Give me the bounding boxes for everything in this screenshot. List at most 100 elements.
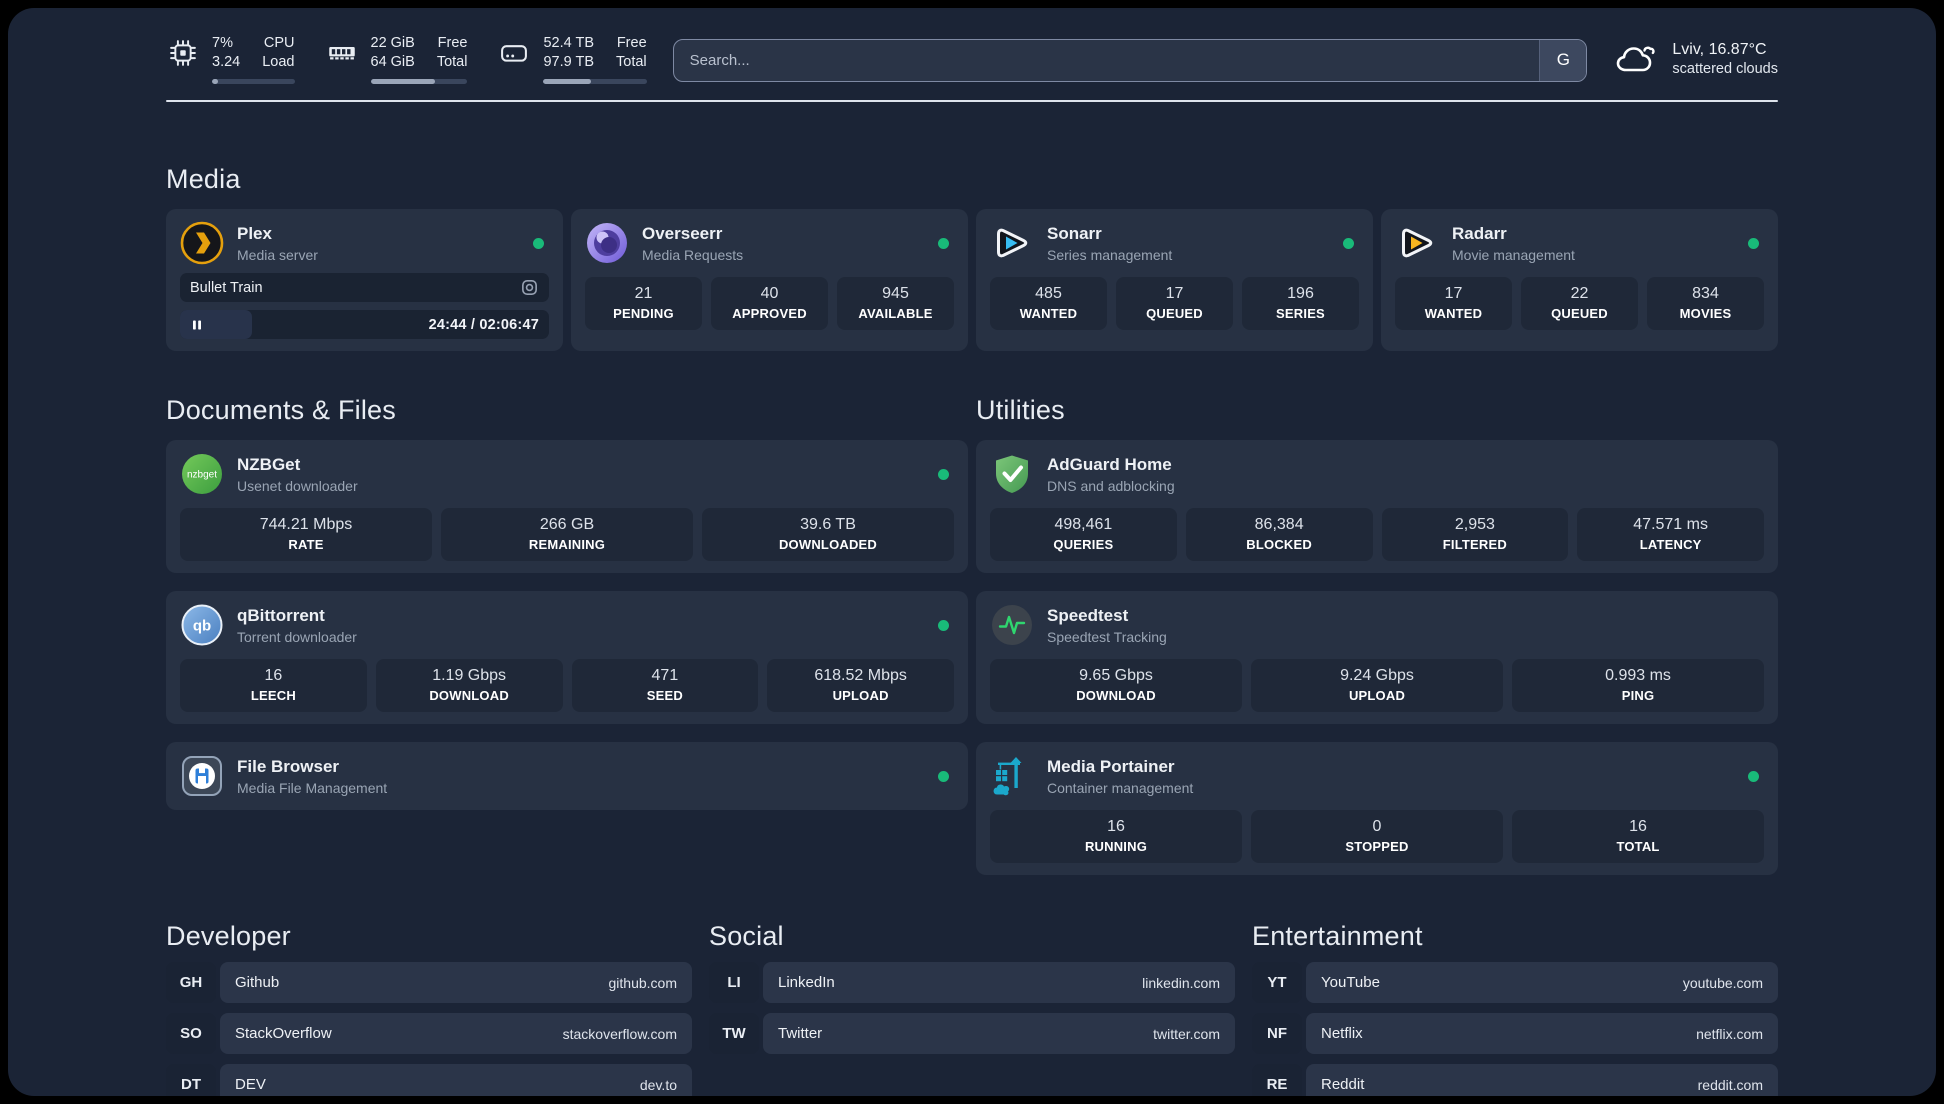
card-qbittorrent[interactable]: qb qBittorrent Torrent downloader 16 LEE… [166,591,968,725]
bookmark-reddit[interactable]: RE Reddit reddit.com [1252,1064,1778,1096]
stat-value: 618.52 Mbps [814,667,907,685]
bookmarks-developer: Developer GH Github github.com SO StackO… [166,921,692,1096]
bookmark-abbr: LI [709,962,759,1004]
app-subtitle: Media server [237,246,318,263]
stat-label: UPLOAD [1348,688,1406,704]
bookmark-abbr: RE [1252,1064,1302,1096]
card-filebrowser[interactable]: File Browser Media File Management [166,742,968,811]
utilities-column: Utilities [976,395,1778,876]
ram-labels: Free Total [436,35,468,71]
pause-icon[interactable] [190,318,204,332]
stat-value: 9.24 Gbps [1340,667,1414,685]
stat-tile: 618.52 Mbps UPLOAD [767,659,954,713]
stat-label: AVAILABLE [858,306,933,322]
search-engine-button[interactable]: G [1539,39,1587,81]
card-radarr[interactable]: Radarr Movie management 17 WANTED 22 QUE… [1381,209,1778,352]
stat-label: QUERIES [1053,537,1114,553]
stat-value: 471 [651,667,679,685]
bookmark-name: Reddit [1321,1076,1365,1094]
plex-icon [180,221,224,265]
stat-label: RUNNING [1084,839,1148,855]
bookmark-linkedin[interactable]: LI LinkedIn linkedin.com [709,962,1235,1004]
stat-value: 2,953 [1454,516,1495,534]
stat-label: DOWNLOAD [1076,688,1156,704]
weather-location: Lviv, 16.87°C [1672,41,1767,59]
stat-label: MOVIES [1679,306,1732,322]
disk-stat: 52.4 TB 97.9 TB Free Total [497,34,647,85]
bookmark-url: netflix.com [1696,1025,1763,1042]
stat-tile: 21 PENDING [585,277,702,331]
bookmark-name: Twitter [778,1025,823,1043]
stat-tile: 17 WANTED [1395,277,1512,331]
stat-label: PENDING [613,306,674,322]
section-title-utilities: Utilities [976,395,1065,426]
stat-value: 16 [1629,818,1647,836]
stat-label: QUEUED [1146,306,1203,322]
card-overseerr[interactable]: Overseerr Media Requests 21 PENDING 40 A… [571,209,968,352]
bookmark-youtube[interactable]: YT YouTube youtube.com [1252,962,1778,1004]
bookmarks-social: Social LI LinkedIn linkedin.com TW Twitt… [709,921,1235,1096]
stat-value: 266 GB [539,516,595,534]
speedtest-icon [990,603,1034,647]
bookmark-github[interactable]: GH Github github.com [166,962,692,1004]
bookmark-url: reddit.com [1697,1076,1763,1093]
card-sonarr[interactable]: Sonarr Series management 485 WANTED 17 Q… [976,209,1373,352]
stat-label: STOPPED [1345,839,1409,855]
cpu-icon [170,40,196,67]
card-plex[interactable]: Plex Media server Bullet Train [166,209,563,352]
search-bar: G [672,38,1588,82]
stat-tile: 22 QUEUED [1521,277,1638,331]
session-icon [522,280,537,296]
stat-label: PING [1621,688,1655,704]
stat-tile: 485 WANTED [990,277,1107,331]
stat-value: 22 [1570,285,1589,303]
bookmark-name: YouTube [1321,974,1380,992]
app-subtitle: Movie management [1452,246,1575,263]
top-bar: 7% 3.24 CPU Load [166,34,1778,85]
filebrowser-icon [180,754,224,798]
app-name: Overseerr [642,223,723,243]
stat-value: 196 [1287,285,1314,303]
card-adguard[interactable]: AdGuard Home DNS and adblocking 498,461 … [976,440,1778,574]
section-title-media: Media [166,164,241,195]
stat-value: 86,384 [1254,516,1304,534]
stat-tile: 39.6 TB DOWNLOADED [702,508,954,562]
stat-label: RATE [288,537,324,553]
status-dot [938,468,949,480]
bookmarks-entertainment: Entertainment YT YouTube youtube.com NF … [1252,921,1778,1096]
ram-stat: 22 GiB 64 GiB Free Total [325,34,468,85]
card-speedtest[interactable]: Speedtest Speedtest Tracking 9.65 Gbps D… [976,591,1778,725]
bookmark-dev[interactable]: DT DEV dev.to [166,1064,692,1096]
stat-tile: 471 SEED [571,659,759,713]
stat-tile: 2,953 FILTERED [1381,508,1569,562]
dashboard-panel: 7% 3.24 CPU Load [8,8,1936,1096]
stat-value: 40 [760,285,779,303]
stat-value: 16 [264,667,283,685]
stat-tile: 47.571 ms LATENCY [1577,508,1764,562]
stat-label: BLOCKED [1246,537,1312,553]
status-dot [938,619,949,631]
stat-label: REMAINING [528,537,606,553]
stat-label: FILTERED [1442,537,1507,553]
bookmark-abbr: NF [1252,1013,1302,1055]
app-name: AdGuard Home [1047,454,1172,474]
disk-labels: Free Total [616,35,647,71]
stat-value: 47.571 ms [1633,516,1708,534]
playback-progress-fill [180,310,252,340]
search-input[interactable] [673,39,1540,81]
card-nzbget[interactable]: nzbget NZBGet Usenet downloader 744.21 M… [166,440,968,574]
bookmark-stackoverflow[interactable]: SO StackOverflow stackoverflow.com [166,1013,692,1055]
stat-tile: 9.65 Gbps DOWNLOAD [990,659,1242,713]
adguard-icon [990,452,1034,496]
ram-icon [328,47,355,60]
stat-label: UPLOAD [832,688,889,704]
scattered-clouds-icon [1617,46,1656,72]
stat-label: WANTED [1019,306,1078,322]
portainer-icon [990,754,1034,798]
svg-text:qb: qb [193,618,211,635]
stat-tile: 40 APPROVED [711,277,828,331]
bookmark-netflix[interactable]: NF Netflix netflix.com [1252,1013,1778,1055]
card-portainer[interactable]: Media Portainer Container management 16 … [976,742,1778,876]
stat-tile: 0.993 ms PING [1512,659,1764,713]
bookmark-twitter[interactable]: TW Twitter twitter.com [709,1013,1235,1055]
